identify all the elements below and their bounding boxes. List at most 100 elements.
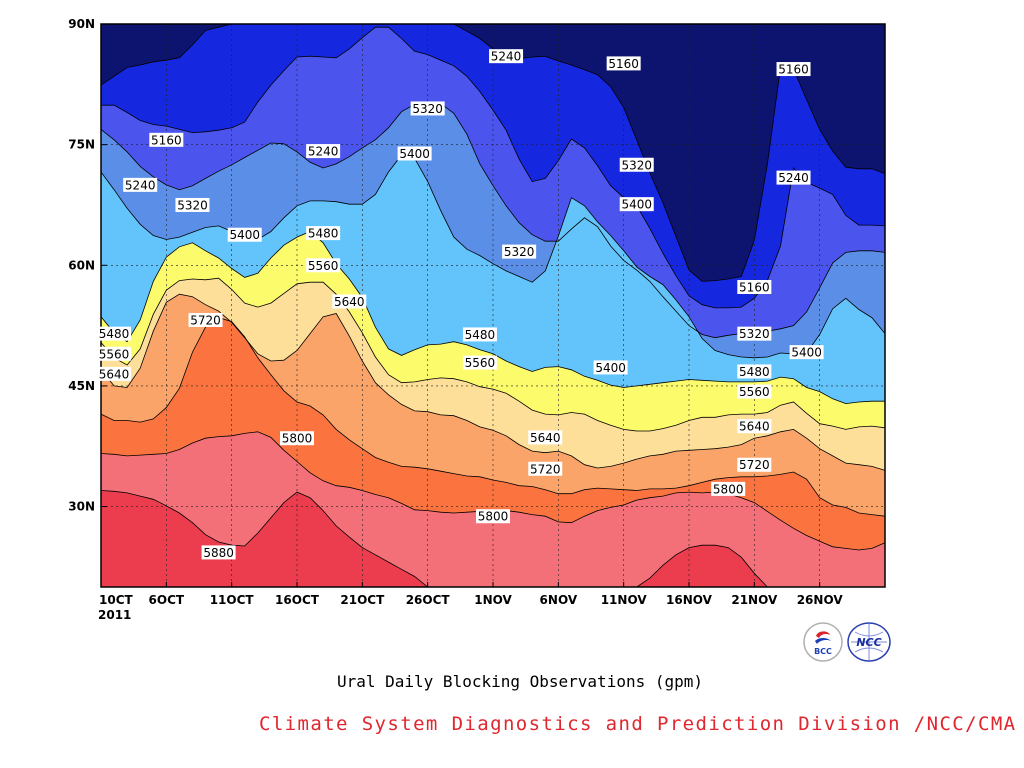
contour-label-box [306,226,341,241]
contour-label-text: 5160 [608,57,639,71]
contour-label-text: 5640 [334,295,365,309]
contour-label-18: 5240 [489,49,524,64]
contour-label-box [97,326,132,341]
y-tick-label-0: 90N [68,17,95,31]
contour-label-15: 5400 [397,146,432,161]
contour-label-box [737,384,772,399]
contour-label-21: 5720 [528,461,563,476]
contour-label-23: 5400 [593,360,628,375]
year-label: 2011 [98,608,131,622]
contour-label-2: 5320 [175,197,210,212]
contour-label-36: 5400 [789,345,824,360]
contour-label-text: 5160 [151,133,182,147]
contour-label-box [332,294,367,309]
contour-label-box [462,355,497,370]
contour-label-box [737,457,772,472]
contour-label-box [776,170,811,185]
contour-label-text: 5400 [595,361,626,375]
contour-label-text: 5240 [778,171,809,185]
x-tick-label-8: 11NOV [601,593,648,607]
contour-label-box [593,360,628,375]
contour-label-box [737,364,772,379]
contour-label-20: 5640 [528,430,563,445]
contour-label-26: 5400 [619,197,654,212]
x-tick-label-11: 26NOV [797,593,844,607]
contour-label-text: 5720 [190,313,221,327]
contour-label-box [227,227,262,242]
contour-label-box [462,327,497,342]
contour-label-text: 5800 [478,510,509,524]
contour-label-text: 5480 [308,227,339,241]
contour-label-1: 5240 [123,177,158,192]
contour-label-text: 5400 [621,198,652,212]
contour-label-25: 5320 [619,157,654,172]
contour-label-box [606,56,641,71]
contour-label-text: 5400 [399,147,430,161]
contour-label-box [97,346,132,361]
contour-label-text: 5560 [99,347,130,361]
contour-label-32: 5640 [737,419,772,434]
contour-label-box [789,345,824,360]
x-tick-label-1: 6OCT [149,593,185,607]
bcc-logo: BCC [803,622,843,662]
ncc-logo: NCC [847,622,891,662]
contour-label-13: 5640 [332,294,367,309]
contour-label-box [188,312,223,327]
contour-label-34: 5160 [776,62,811,77]
contour-label-box [306,144,341,159]
contour-label-35: 5240 [776,170,811,185]
contour-label-text: 5800 [282,432,313,446]
contour-label-box [619,157,654,172]
contour-label-box [528,430,563,445]
x-tick-label-0: 10CT [99,593,134,607]
contour-label-text: 5640 [99,367,130,381]
contour-label-box [476,509,510,524]
contour-labels: 5160 5240 5320 5400 5480 5560 5640 5720 5800 5880… [97,49,824,560]
contour-label-10: 5240 [306,144,341,159]
credit-text: Climate System Diagnostics and Predictio… [259,713,1017,735]
contour-label-box [619,197,654,212]
contour-label-box [410,101,445,116]
contour-label-5: 5560 [97,346,132,361]
contour-label-27: 5800 [711,481,746,496]
contour-label-box [149,132,184,147]
contour-label-4: 5480 [97,326,132,341]
contour-label-text: 5240 [125,178,156,192]
contour-label-19: 5320 [502,244,537,259]
contour-label-text: 5400 [229,228,260,242]
contour-label-box [502,244,537,259]
contour-label-text: 5320 [177,198,208,212]
x-tick-label-9: 16NOV [666,593,713,607]
x-tick-label-6: 1NOV [474,593,512,607]
contour-label-3: 5400 [227,227,262,242]
contour-line-5480 [100,231,885,405]
contour-label-text: 5320 [412,102,443,116]
x-tick-label-10: 21NOV [731,593,778,607]
contour-label-text: 5560 [465,356,496,370]
contour-label-text: 5160 [739,281,770,295]
x-tick-label-5: 26OCT [406,593,451,607]
contour-label-text: 5240 [491,50,522,64]
contour-label-text: 5640 [739,420,770,434]
contour-label-text: 5480 [739,365,770,379]
contour-label-box [711,481,746,496]
contour-label-28: 5160 [737,280,772,295]
contour-label-text: 5480 [99,327,130,341]
contour-label-box [280,431,314,446]
contour-label-text: 5240 [308,145,339,159]
contour-label-box [397,146,432,161]
contour-label-24: 5160 [606,56,641,71]
contour-label-box [489,49,524,64]
contour-label-text: 5800 [713,482,744,496]
contour-label-text: 5560 [739,385,770,399]
contour-label-text: 5320 [739,327,770,341]
contour-label-22: 5800 [476,509,510,524]
contour-label-box [776,62,811,77]
contour-label-0: 5160 [149,132,184,147]
contour-label-9: 5880 [201,545,236,560]
x-tick-label-2: 11OCT [210,593,255,607]
contour-label-30: 5480 [737,364,772,379]
chart-title: Ural Daily Blocking Observations (gpm) [336,672,704,691]
bcc-logo-text: BCC [814,647,832,656]
contour-label-12: 5560 [306,258,341,273]
